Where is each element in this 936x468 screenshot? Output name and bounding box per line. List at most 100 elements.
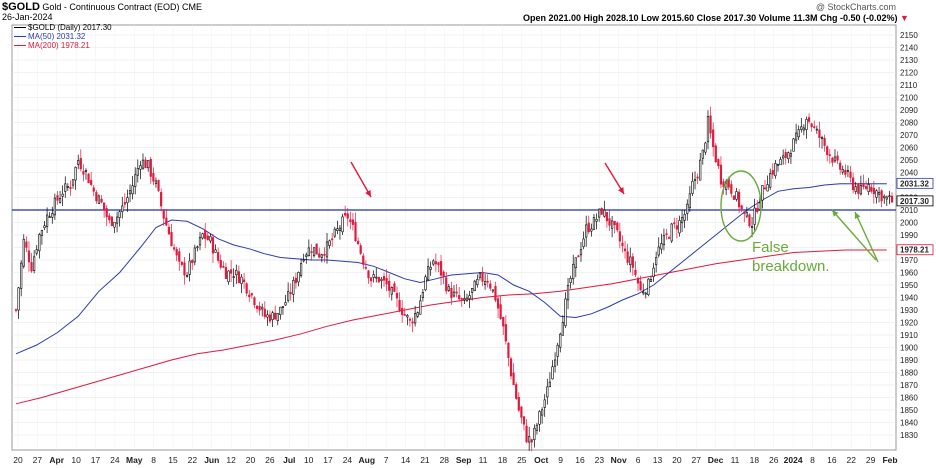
candle-body — [805, 118, 808, 130]
candle-body — [668, 237, 671, 239]
y-tick-label: 1960 — [900, 269, 918, 278]
candle-body — [603, 209, 606, 217]
candle-body — [95, 192, 98, 202]
candle-body — [33, 256, 36, 271]
candle-body — [154, 180, 158, 184]
candle-body — [717, 159, 720, 167]
legend-main: $GOLD (Daily) 2017.30 — [14, 23, 112, 32]
candle-body — [245, 283, 248, 294]
candle-body — [100, 198, 103, 203]
candle-body — [468, 295, 471, 300]
candle-body — [699, 159, 702, 181]
x-tick-label: 6 — [636, 455, 641, 465]
x-tick-label: 18 — [498, 455, 508, 465]
candle-body — [551, 366, 554, 380]
candles — [14, 106, 894, 452]
candle-body — [748, 214, 751, 227]
x-tick-label: 23 — [595, 455, 605, 465]
candle-body — [110, 216, 113, 227]
candle-body — [351, 219, 355, 225]
candle-body — [673, 222, 676, 225]
candle-body — [211, 237, 215, 254]
candle-body — [128, 190, 132, 195]
candle-body — [623, 248, 627, 252]
candle-body — [844, 169, 847, 175]
y-axis: 1830 1840 1850 1860 1870 1880 1890 1900 1910 1920… — [900, 31, 918, 440]
candle-body — [209, 236, 212, 242]
candle-body — [706, 116, 710, 143]
annotation-line-2: breakdown. — [752, 258, 830, 275]
last-close-box — [896, 195, 934, 207]
candle-body — [294, 277, 298, 284]
candle-body — [585, 224, 588, 238]
x-axis: 20 27 Apr 10 17 24 May 8 15 22 Jun 12 20 26 Jul 10 17 24 A… — [13, 455, 897, 465]
candle-body — [196, 246, 199, 249]
candle-body — [867, 184, 870, 192]
x-tick-label: 10 — [71, 455, 81, 465]
candle-body — [349, 219, 352, 223]
x-tick-label: 24 — [110, 455, 120, 465]
candle-body — [144, 159, 147, 169]
x-tick-label: 16 — [575, 455, 585, 465]
y-tick-label: 1830 — [900, 431, 918, 440]
candle-body — [657, 246, 660, 256]
x-tick-label: 24 — [343, 455, 353, 465]
candle-body — [686, 203, 689, 214]
y-tick-label: 1880 — [900, 369, 918, 378]
candle-body — [113, 221, 116, 228]
candle-body — [766, 184, 769, 192]
candle-body — [652, 267, 655, 277]
x-tick-label: 13 — [653, 455, 663, 465]
candle-body — [201, 233, 204, 239]
candle-body — [600, 208, 603, 215]
candle-body — [338, 227, 342, 231]
candle-body — [442, 271, 445, 277]
candle-body — [419, 300, 422, 315]
candle-body — [639, 281, 642, 291]
y-tick-label: 2010 — [900, 206, 918, 215]
candle-body — [289, 292, 292, 295]
red-arrow-oct-head — [618, 187, 624, 194]
candle-body — [230, 269, 233, 274]
candle-body — [421, 292, 424, 298]
candle-body — [737, 191, 741, 208]
y-tick-label: 2130 — [900, 56, 918, 65]
candle-body — [802, 127, 805, 131]
candle-body — [704, 142, 707, 153]
legend-ma50-label: MA(50) 2031.32 — [28, 32, 86, 41]
candle-body — [745, 212, 748, 217]
candle-body — [92, 187, 95, 192]
candle-body — [118, 211, 121, 218]
candle-body — [649, 279, 653, 282]
green-arrow-2-shaft — [854, 211, 879, 263]
candle-body — [471, 288, 474, 293]
candle-body — [756, 207, 759, 213]
candle-body — [569, 277, 572, 283]
candle-body — [857, 183, 860, 194]
candle-body — [839, 162, 842, 170]
candle-body — [566, 284, 570, 301]
candle-body — [846, 170, 850, 172]
candle-body — [870, 186, 873, 192]
candle-body — [683, 214, 686, 221]
candle-body — [774, 163, 777, 177]
candle-body — [333, 228, 336, 237]
candle-body — [235, 269, 238, 276]
x-tick-label: 20 — [672, 455, 682, 465]
candle-body — [460, 298, 463, 300]
candle-body — [880, 190, 883, 202]
candle-body — [87, 173, 90, 184]
candle-body — [556, 344, 559, 357]
candle-body — [693, 178, 697, 181]
y-tick-label: 1940 — [900, 294, 918, 303]
legend-ma200-label: MA(200) 1978.21 — [28, 41, 90, 50]
candle-body — [465, 297, 469, 301]
candle-body — [48, 216, 51, 218]
candle-body — [307, 247, 310, 256]
candle-body — [325, 241, 329, 258]
candle-body — [515, 384, 518, 399]
candle-body — [807, 117, 811, 122]
green-arrow-1-head — [832, 210, 839, 217]
candle-body — [771, 170, 774, 175]
x-tick-label: 9 — [558, 455, 563, 465]
